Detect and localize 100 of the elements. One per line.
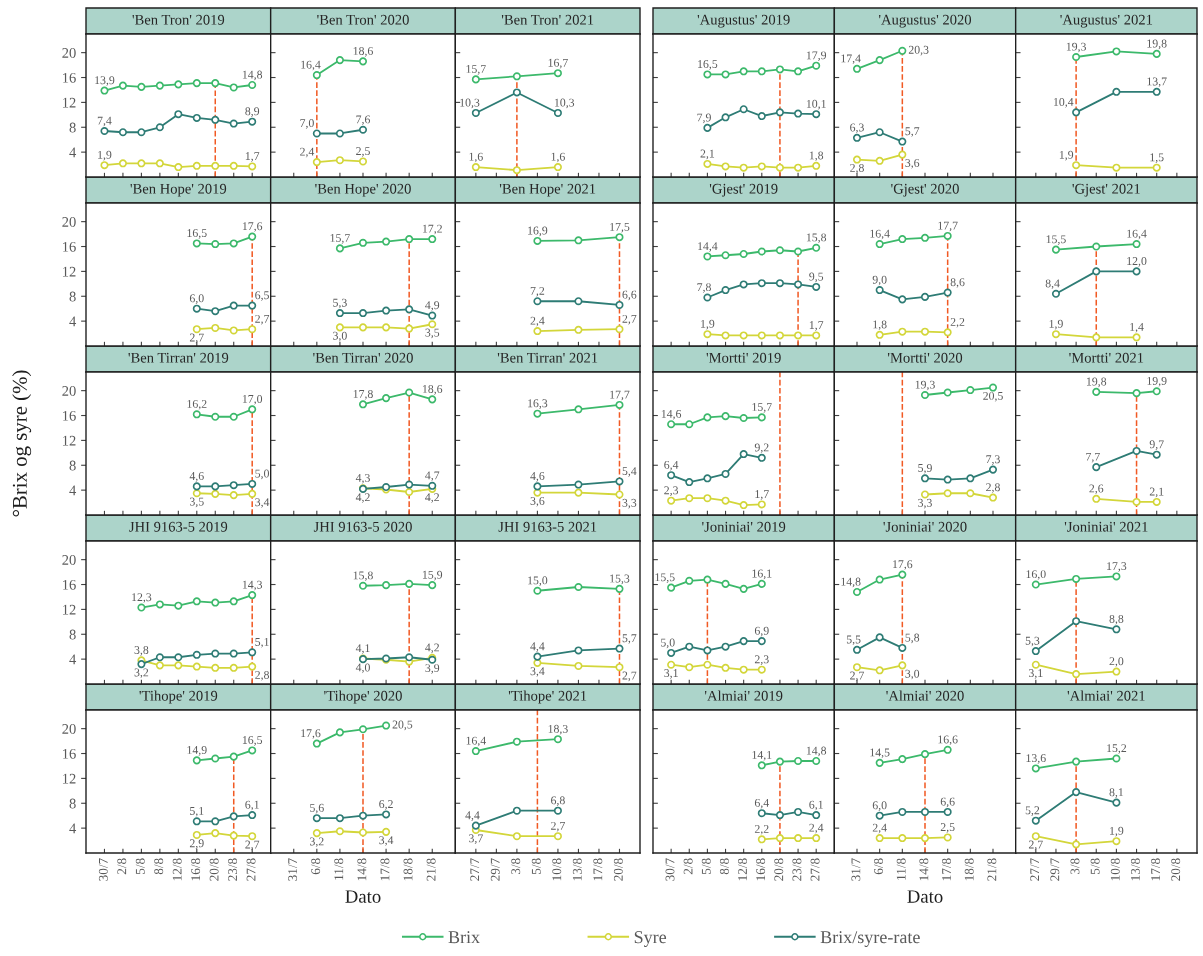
data-label: 2,8 <box>986 483 1000 493</box>
data-label: 6,6 <box>622 290 637 301</box>
data-label: 3,8 <box>134 646 149 656</box>
x-tick-label: 23/8 <box>228 858 238 881</box>
x-tick-label: 13/8 <box>1130 858 1140 881</box>
data-label: 1,9 <box>1110 826 1124 837</box>
data-label: 1,9 <box>701 319 715 330</box>
data-label: 1,9 <box>1049 319 1063 330</box>
data-label: 5,7 <box>622 634 637 644</box>
data-label: 2,3 <box>754 655 769 665</box>
data-label: 16,9 <box>528 226 548 237</box>
data-label: 6,0 <box>189 294 204 304</box>
x-tick-label: 30/7 <box>665 858 675 881</box>
data-label: 8,4 <box>1045 279 1060 290</box>
data-label: 4,7 <box>425 471 440 482</box>
data-label: 6,4 <box>754 798 769 809</box>
data-label: 10,3 <box>554 98 575 109</box>
data-label: 3,5 <box>425 328 440 339</box>
x-tick-label: 12/8 <box>172 858 182 881</box>
data-label: 2,5 <box>940 823 955 833</box>
x-tick-label: 8/8 <box>719 858 729 875</box>
data-label: 19,9 <box>1147 376 1167 387</box>
x-axis-title: Dato <box>345 890 381 903</box>
data-label: 18,3 <box>548 724 568 735</box>
data-label: 18,6 <box>422 384 443 395</box>
data-label: 15,5 <box>1046 235 1066 245</box>
data-label: 2,4 <box>809 823 824 834</box>
chart-title: 'Tihope' 2021 <box>508 690 587 704</box>
data-label: 14,8 <box>242 70 263 81</box>
data-label: 1,9 <box>1059 150 1074 161</box>
x-tick-label: 10/8 <box>1110 858 1120 881</box>
data-label: 14,5 <box>870 748 890 759</box>
x-tick-label: 17/8 <box>1151 858 1161 881</box>
x-tick-label: 3/8 <box>511 858 521 875</box>
data-label: 15,0 <box>528 576 548 587</box>
data-label: 3,4 <box>255 498 270 508</box>
data-label: 17,9 <box>806 51 827 62</box>
data-label: 10,4 <box>1053 97 1074 108</box>
data-label: 3,2 <box>310 837 324 848</box>
data-label: 15,8 <box>353 571 373 582</box>
data-label: 8,8 <box>1109 614 1124 625</box>
data-label: 16,3 <box>528 399 548 409</box>
data-label: 2,3 <box>664 486 679 496</box>
data-label: 5,1 <box>190 806 204 817</box>
y-tick-label: 16 <box>62 579 76 590</box>
x-tick-label: 21/8 <box>987 858 997 881</box>
data-label: 5,2 <box>1025 806 1040 816</box>
x-tick-label: 12/8 <box>738 858 747 881</box>
data-label: 3,1 <box>664 669 678 679</box>
data-label: 6,0 <box>872 801 887 811</box>
x-tick-label: 18/8 <box>964 858 974 881</box>
y-tick-label: 20 <box>62 724 76 734</box>
data-label: 7,3 <box>986 455 1000 465</box>
x-tick-label: 14/8 <box>357 858 367 881</box>
data-label: 3,0 <box>333 331 347 342</box>
data-label: 5,7 <box>905 127 920 137</box>
data-label: 2,7 <box>189 333 204 344</box>
data-label: 2,9 <box>189 839 204 849</box>
data-label: 4,2 <box>425 643 439 654</box>
data-label: 16,4 <box>1127 229 1147 240</box>
x-tick-label: 27/7 <box>470 858 480 881</box>
data-label: 2,7 <box>622 671 637 682</box>
chart-title: 'Joniniai' 2021 <box>1064 521 1148 532</box>
data-label: 2,5 <box>356 147 370 157</box>
chart-title: 'Ben Tron' 2021 <box>501 14 594 25</box>
data-label: 15,7 <box>752 403 772 413</box>
data-label: 15,9 <box>422 570 443 581</box>
data-label: 7,0 <box>300 119 314 129</box>
data-label: 7,8 <box>697 283 711 293</box>
data-label: 1,9 <box>98 150 112 161</box>
data-label: 5,3 <box>333 298 347 309</box>
x-tick-label: 11/8 <box>896 858 906 880</box>
data-label: 16,5 <box>698 60 718 70</box>
data-label: 3,6 <box>530 496 545 507</box>
data-label: 14,8 <box>841 577 861 588</box>
data-label: 6,4 <box>664 460 679 471</box>
data-label: 4,0 <box>355 663 370 674</box>
data-label: 2,4 <box>872 823 887 834</box>
x-tick-label: 16/8 <box>191 858 201 881</box>
data-label: 19,8 <box>1147 39 1167 50</box>
data-label: 5,4 <box>622 467 637 477</box>
data-label: 13,7 <box>1147 77 1167 88</box>
legend-label: Brix/syre-rate <box>820 931 920 947</box>
data-label: 5,5 <box>846 635 861 646</box>
data-label: 1,6 <box>551 152 565 163</box>
data-label: 7,6 <box>356 115 371 126</box>
data-label: 6,3 <box>850 123 864 134</box>
data-label: 15,8 <box>806 233 827 244</box>
chart-title: 'Ben Tron' 2019 <box>132 14 225 25</box>
data-label: 17,6 <box>242 222 263 232</box>
data-label: 16,6 <box>938 735 958 746</box>
x-tick-label: 5/8 <box>531 858 541 874</box>
data-label: 17,3 <box>1107 562 1127 572</box>
legend-label: Brix <box>448 931 480 944</box>
chart-title: 'Almiai' 2020 <box>886 690 964 701</box>
data-label: 4,6 <box>530 472 545 482</box>
x-tick-label: 17/8 <box>380 858 390 881</box>
data-label: 7,2 <box>530 286 545 297</box>
chart-title: 'Tihope' 2019 <box>139 690 218 704</box>
y-tick-label: 20 <box>62 217 76 227</box>
